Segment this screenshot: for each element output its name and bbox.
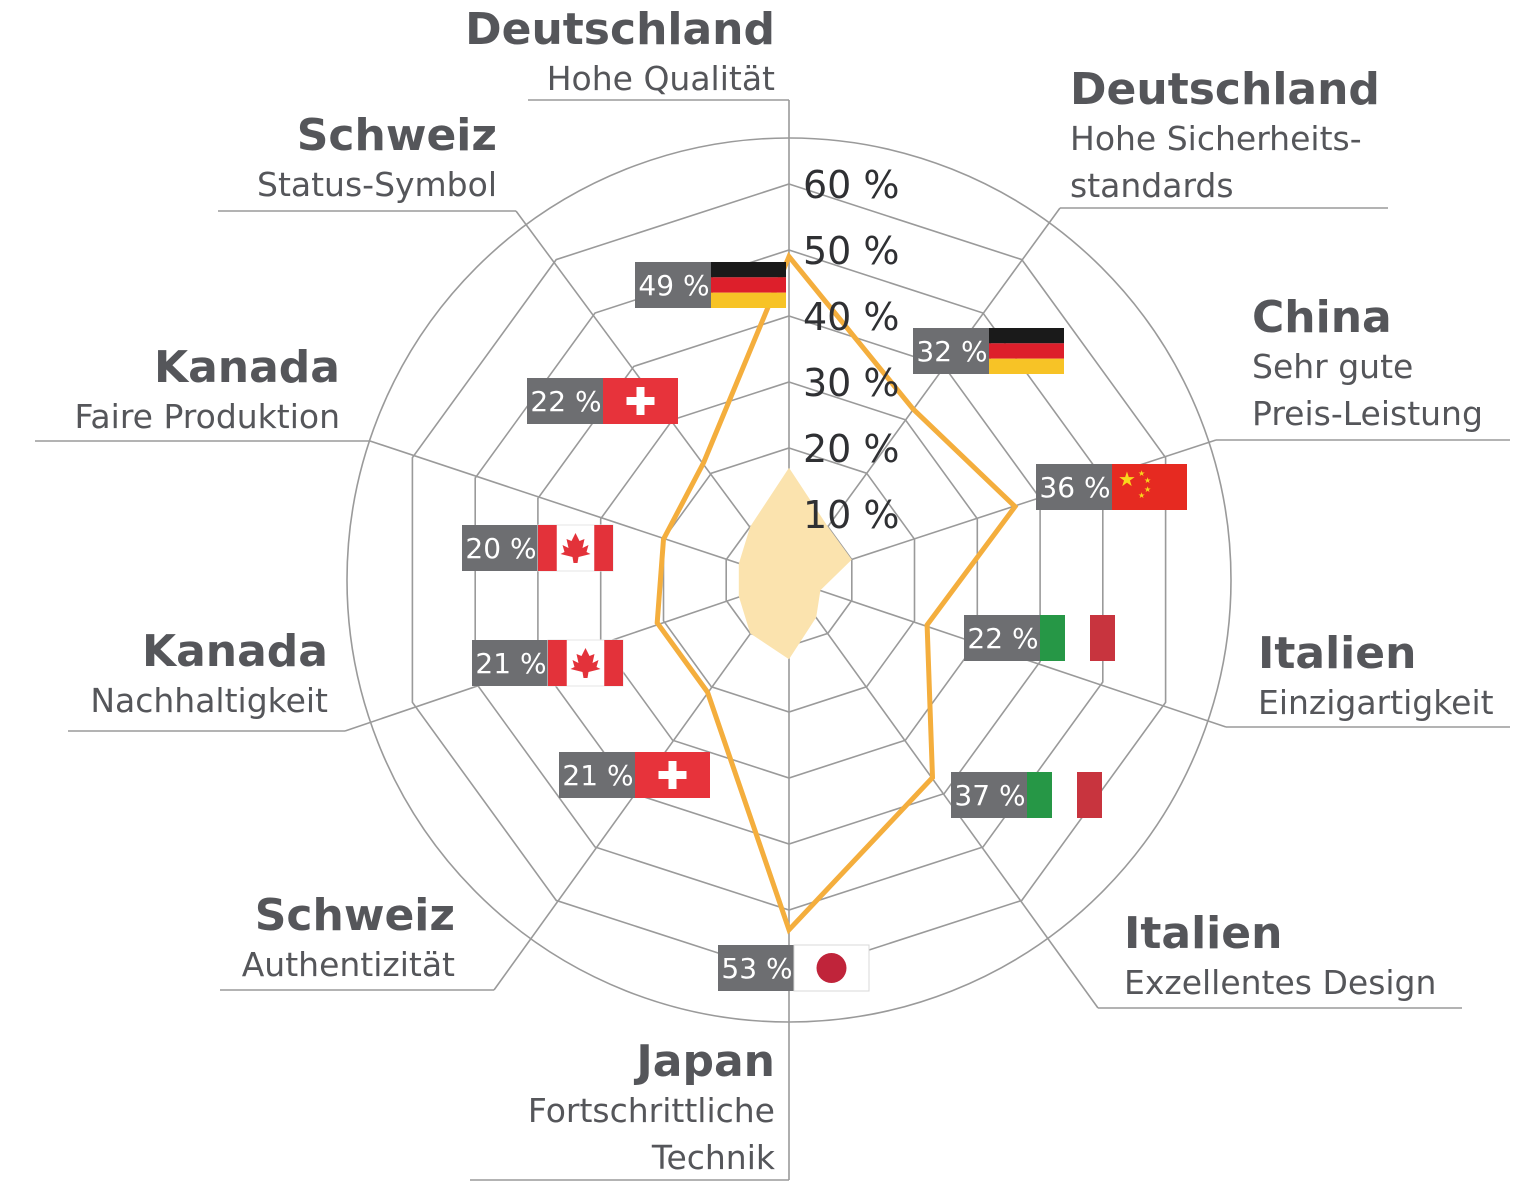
country-name: China (1252, 292, 1392, 343)
badge-box (462, 525, 540, 571)
attribute-name: Exzellentes Design (1124, 963, 1436, 1002)
value-badge-6: 21 % (559, 752, 710, 798)
value-badge-1: 32 % (913, 328, 1064, 374)
tick-label-50: 50 % (803, 229, 900, 273)
spoke-1 (788, 207, 1061, 581)
country-name: Deutschland (1070, 64, 1380, 115)
country-name: Schweiz (297, 110, 497, 161)
category-label-6: Schweiz Authentizität (242, 890, 455, 984)
germany-flag (711, 262, 786, 308)
country-name: Japan (633, 1036, 775, 1087)
category-label-1: Deutschland Hohe Sicherheits-standards (1070, 64, 1380, 205)
country-name: Schweiz (255, 890, 455, 941)
spoke-8 (369, 440, 790, 581)
attribute-name: Einzigartigkeit (1258, 683, 1494, 722)
value-badge-2: 36 % ★ ★★★★ (1036, 464, 1187, 510)
category-label-3: Italien Einzigartigkeit (1258, 628, 1494, 722)
japan-flag (793, 944, 870, 992)
value-badge-7: 21 % (472, 639, 624, 687)
badge-box (1036, 464, 1114, 510)
china-flag: ★ ★★★★ (1112, 464, 1187, 510)
category-label-7: Kanada Nachhaltigkeit (90, 626, 328, 720)
value-badge-3: 22 % (964, 615, 1115, 661)
background-area-shape (738, 467, 852, 660)
badge-box (964, 615, 1042, 661)
data-label: 22 % (530, 385, 601, 418)
country-name: Kanada (154, 342, 340, 393)
data-label: 36 % (1039, 471, 1110, 504)
data-label: 32 % (916, 335, 987, 368)
badge-box (559, 752, 637, 798)
svg-text:★: ★ (1144, 485, 1151, 494)
data-label: 20 % (465, 532, 536, 565)
value-badge-5: 53 % (718, 944, 870, 992)
tick-label-30: 30 % (803, 361, 900, 405)
attribute-name: Technik (651, 1138, 776, 1177)
value-badge-9: 22 % (527, 378, 678, 424)
tick-label-40: 40 % (803, 295, 900, 339)
data-label: 21 % (475, 647, 546, 680)
data-label: 37 % (954, 779, 1025, 812)
series-line (654, 251, 1019, 935)
data-label: 22 % (967, 622, 1038, 655)
spoke-4 (788, 579, 1099, 1009)
value-badge-4: 37 % (951, 772, 1102, 818)
badge-box (472, 640, 550, 686)
attribute-name: Hohe Qualität (547, 59, 775, 98)
italy-flag (1040, 615, 1115, 661)
attribute-name: standards (1070, 166, 1234, 205)
value-badge-8: 20 % (462, 524, 614, 572)
country-name: Deutschland (465, 4, 775, 55)
badge-box (951, 772, 1029, 818)
tick-label-20: 20 % (803, 427, 900, 471)
category-label-8: Kanada Faire Produktion (74, 342, 340, 436)
value-badge-0: 49 % (635, 262, 786, 308)
category-labels: Deutschland Hohe Qualität Deutschland Hohe … (74, 4, 1493, 1177)
attribute-name: Fortschrittliche (528, 1091, 775, 1130)
attribute-name: Authentizität (242, 945, 455, 984)
canada-flag (547, 639, 624, 687)
radial-tick-labels: 10 % 20 % 30 % 40 % 50 % 60 % (803, 163, 900, 537)
attribute-name: Hohe Sicherheits- (1070, 119, 1362, 158)
category-label-4: Italien Exzellentes Design (1124, 908, 1436, 1002)
switzerland-flag (603, 378, 678, 424)
attribute-name: Faire Produktion (74, 397, 340, 436)
badge-box (718, 945, 796, 991)
svg-text:★: ★ (1118, 467, 1136, 491)
tick-label-60: 60 % (803, 163, 900, 207)
tick-label-10: 10 % (803, 493, 900, 537)
country-name: Kanada (142, 626, 328, 677)
svg-text:★: ★ (1138, 491, 1145, 500)
spoke-2 (788, 439, 1217, 581)
data-label: 49 % (638, 269, 709, 302)
svg-text:★: ★ (1138, 469, 1145, 478)
attribute-name: Sehr gute (1252, 347, 1413, 386)
attribute-name: Preis-Leistung (1252, 394, 1483, 433)
badge-box (635, 262, 713, 308)
category-label-0: Deutschland Hohe Qualität (465, 4, 775, 98)
attribute-name: Nachhaltigkeit (90, 681, 328, 720)
country-name: Italien (1124, 908, 1282, 959)
country-name: Italien (1258, 628, 1416, 679)
category-label-2: China Sehr gute Preis-Leistung (1252, 292, 1483, 433)
attribute-name: Status-Symbol (257, 165, 497, 204)
canada-flag (537, 524, 614, 572)
category-label-9: Schweiz Status-Symbol (257, 110, 497, 204)
background-area (738, 467, 852, 660)
badge-box (913, 328, 991, 374)
data-label: 21 % (562, 759, 633, 792)
data-label: 53 % (721, 952, 792, 985)
svg-text:★: ★ (1144, 476, 1151, 485)
badge-box (527, 378, 605, 424)
germany-flag (989, 328, 1064, 374)
italy-flag (1027, 772, 1102, 818)
value-badges: 49 %32 %36 % ★ ★★★★22 %37 %53 %21 %21 %20 … (462, 262, 1187, 992)
switzerland-flag (635, 752, 710, 798)
category-label-5: Japan Fortschrittliche Technik (528, 1036, 776, 1177)
